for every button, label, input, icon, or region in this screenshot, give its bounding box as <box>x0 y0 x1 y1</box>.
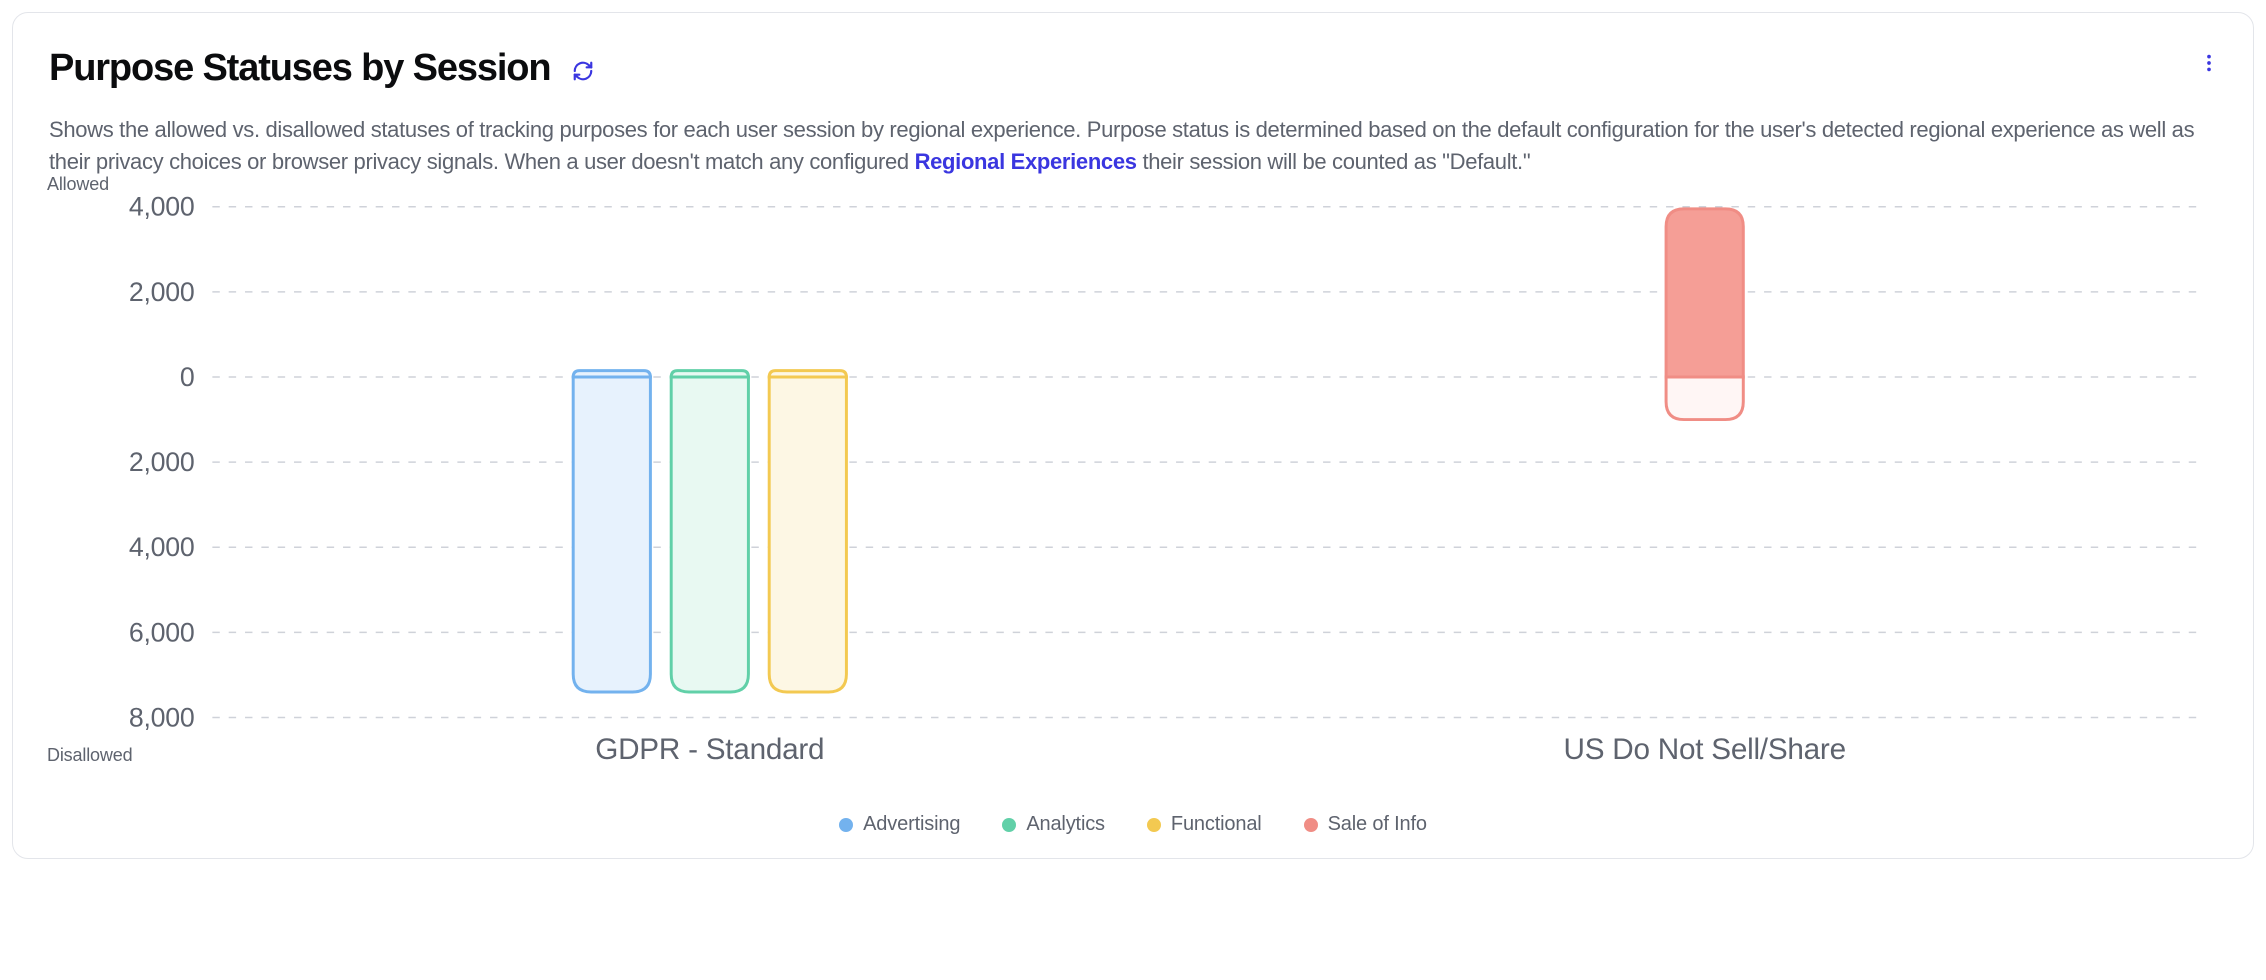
y-axis-label-allowed: Allowed <box>47 174 109 195</box>
legend-label: Functional <box>1171 813 1262 836</box>
legend-item[interactable]: Advertising <box>839 813 960 836</box>
category-label: US Do Not Sell/Share <box>1564 733 1846 766</box>
legend-item[interactable]: Functional <box>1147 813 1262 836</box>
bar-disallowed <box>1666 377 1743 420</box>
refresh-icon[interactable] <box>568 56 598 86</box>
bar-allowed <box>1666 209 1743 377</box>
card-title: Purpose Statuses by Session <box>49 47 550 90</box>
y-tick-label: 2,000 <box>129 277 195 307</box>
diverging-bar-chart: 0 2,000 4,000 2,000 4,000 6,000 8,000 GDPR - St… <box>49 180 2217 804</box>
legend-label: Advertising <box>863 813 960 836</box>
purpose-statuses-card: Purpose Statuses by Session Shows the al… <box>12 12 2254 859</box>
bar-disallowed <box>671 377 748 692</box>
y-tick-label: 8,000 <box>129 702 195 732</box>
card-header: Purpose Statuses by Session <box>49 47 2217 90</box>
y-tick-label: 6,000 <box>129 617 195 647</box>
card-description: Shows the allowed vs. disallowed statuse… <box>49 114 2217 178</box>
y-tick-label: 4,000 <box>129 532 195 562</box>
more-vertical-icon[interactable] <box>2195 49 2223 77</box>
legend-item[interactable]: Analytics <box>1002 813 1105 836</box>
regional-experiences-link[interactable]: Regional Experiences <box>915 149 1137 174</box>
category-label: GDPR - Standard <box>595 733 824 766</box>
legend-item[interactable]: Sale of Info <box>1304 813 1427 836</box>
bar-disallowed <box>573 377 650 692</box>
y-axis-label-disallowed: Disallowed <box>47 745 132 766</box>
legend-dot-icon <box>1147 818 1161 832</box>
legend-label: Sale of Info <box>1328 813 1427 836</box>
bar-disallowed <box>769 377 846 692</box>
chart-container: Allowed 02,0004,0002,0004,0006,0008,000G… <box>49 180 2217 837</box>
legend-dot-icon <box>839 818 853 832</box>
legend-label: Analytics <box>1026 813 1105 836</box>
legend-dot-icon <box>1304 818 1318 832</box>
chart-legend: Advertising Analytics Functional Sale of In… <box>49 813 2217 836</box>
legend-dot-icon <box>1002 818 1016 832</box>
y-tick-label: 0 <box>180 362 195 392</box>
y-tick-label: 4,000 <box>129 191 195 221</box>
description-text-post: their session will be counted as "Defaul… <box>1137 149 1531 174</box>
y-tick-label: 2,000 <box>129 447 195 477</box>
